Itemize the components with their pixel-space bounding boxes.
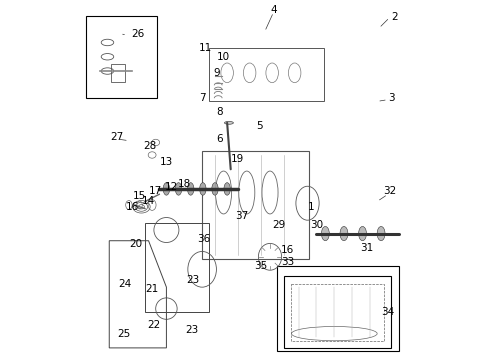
Ellipse shape (224, 183, 230, 195)
Text: 16: 16 (126, 202, 139, 212)
Text: 7: 7 (199, 93, 205, 103)
Text: 35: 35 (254, 261, 268, 271)
Text: 5: 5 (256, 121, 263, 131)
Text: 11: 11 (199, 43, 212, 53)
Text: 14: 14 (142, 197, 155, 206)
Text: 23: 23 (187, 275, 200, 285)
Text: 16: 16 (281, 245, 294, 255)
Text: 37: 37 (235, 211, 248, 221)
Text: 21: 21 (146, 284, 159, 294)
Ellipse shape (188, 183, 194, 195)
Ellipse shape (175, 183, 182, 195)
Text: 32: 32 (383, 186, 396, 196)
Text: 28: 28 (144, 141, 157, 151)
Text: 22: 22 (147, 320, 161, 330)
Ellipse shape (199, 183, 206, 195)
Text: 15: 15 (133, 191, 146, 201)
Text: 34: 34 (381, 307, 394, 317)
Text: 13: 13 (160, 157, 173, 167)
Text: 10: 10 (217, 52, 230, 62)
Ellipse shape (340, 226, 348, 241)
Text: 30: 30 (310, 220, 323, 230)
Text: 4: 4 (270, 5, 277, 15)
Text: 19: 19 (231, 154, 245, 163)
Text: 31: 31 (360, 243, 373, 253)
Text: 12: 12 (165, 182, 178, 192)
Ellipse shape (224, 121, 233, 124)
Ellipse shape (377, 226, 385, 241)
Text: 24: 24 (119, 279, 132, 289)
Text: 1: 1 (308, 202, 315, 212)
Text: 9: 9 (213, 68, 220, 78)
Ellipse shape (212, 183, 218, 195)
Text: 20: 20 (129, 239, 143, 249)
Text: 3: 3 (388, 93, 395, 103)
Text: 8: 8 (217, 107, 223, 117)
Text: 2: 2 (392, 13, 398, 22)
Text: 17: 17 (149, 186, 162, 196)
Text: 36: 36 (197, 234, 211, 244)
Text: 23: 23 (185, 325, 198, 335)
Text: 26: 26 (131, 28, 145, 39)
Ellipse shape (163, 183, 170, 195)
Text: 27: 27 (110, 132, 123, 142)
Text: 33: 33 (281, 257, 294, 267)
Ellipse shape (359, 226, 367, 241)
Text: 25: 25 (117, 329, 130, 339)
Text: 18: 18 (178, 179, 191, 189)
Text: 6: 6 (217, 134, 223, 144)
Text: 29: 29 (272, 220, 286, 230)
Ellipse shape (321, 226, 329, 241)
